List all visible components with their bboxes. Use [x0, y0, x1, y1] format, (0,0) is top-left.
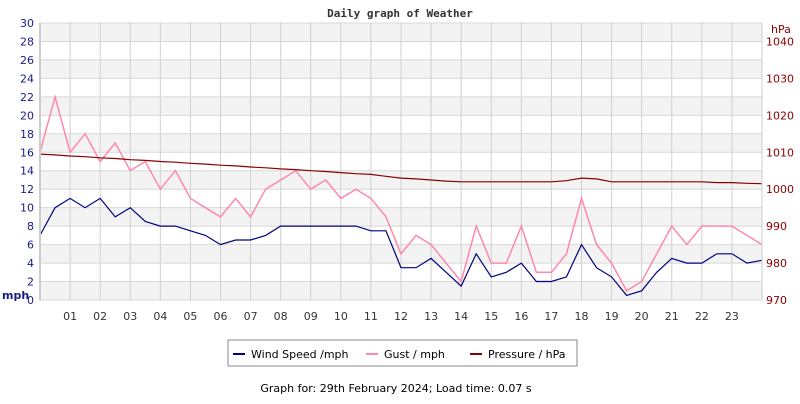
x-tick-label: 07 [244, 310, 258, 323]
x-tick-label: 08 [274, 310, 288, 323]
x-tick-label: 09 [304, 310, 318, 323]
left-tick-label: 20 [20, 109, 34, 122]
x-tick-label: 10 [334, 310, 348, 323]
x-tick-label: 05 [183, 310, 197, 323]
x-tick-label: 19 [605, 310, 619, 323]
x-tick-label: 18 [575, 310, 589, 323]
x-tick-label: 17 [544, 310, 558, 323]
x-tick-label: 12 [394, 310, 408, 323]
x-tick-label: 03 [123, 310, 137, 323]
left-tick-label: 22 [20, 91, 34, 104]
x-tick-label: 23 [725, 310, 739, 323]
left-tick-label: 8 [27, 220, 34, 233]
left-tick-label: 28 [20, 35, 34, 48]
series-line-pressure [39, 153, 763, 185]
x-tick-label: 13 [424, 310, 438, 323]
x-tick-label: 02 [93, 310, 107, 323]
right-axis-label: hPa [771, 23, 791, 36]
legend-label: Gust / mph [384, 348, 445, 361]
legend: Wind Speed /mph Gust / mph Pressure / hPa [227, 339, 578, 367]
right-tick-label: 1030 [766, 72, 794, 85]
right-tick-label: 970 [766, 294, 787, 307]
x-tick-label: 15 [484, 310, 498, 323]
x-tick-label: 04 [153, 310, 167, 323]
right-tick-label: 1040 [766, 35, 794, 48]
left-tick-label: 4 [27, 257, 34, 270]
left-tick-label: 16 [20, 146, 34, 159]
left-tick-label: 6 [27, 239, 34, 252]
chart-title: Daily graph of Weather [327, 7, 473, 20]
left-tick-label: 10 [20, 202, 34, 215]
x-tick-label: 21 [665, 310, 679, 323]
left-axis-label: mph [2, 289, 29, 302]
series-line-gust [39, 94, 763, 292]
series-line-wind [39, 197, 763, 297]
legend-label: Pressure / hPa [488, 348, 566, 361]
left-tick-label: 2 [27, 276, 34, 289]
left-tick-label: 18 [20, 128, 34, 141]
right-tick-label: 1020 [766, 109, 794, 122]
right-tick-label: 980 [766, 257, 787, 270]
left-tick-label: 26 [20, 54, 34, 67]
right-tick-label: 990 [766, 220, 787, 233]
x-tick-label: 22 [695, 310, 709, 323]
x-tick-label: 20 [635, 310, 649, 323]
footer-text: Graph for: 29th February 2024; Load time… [260, 382, 532, 395]
left-tick-label: 24 [20, 72, 34, 85]
left-tick-label: 12 [20, 183, 34, 196]
x-tick-label: 14 [454, 310, 468, 323]
x-tick-label: 11 [364, 310, 378, 323]
left-tick-label: 30 [20, 17, 34, 30]
x-tick-label: 01 [63, 310, 77, 323]
left-tick-label: 0 [27, 294, 34, 307]
x-tick-label: 06 [214, 310, 228, 323]
right-tick-label: 1000 [766, 183, 794, 196]
x-tick-label: 16 [514, 310, 528, 323]
right-tick-label: 1010 [766, 146, 794, 159]
legend-label: Wind Speed /mph [251, 348, 349, 361]
left-tick-label: 14 [20, 165, 34, 178]
